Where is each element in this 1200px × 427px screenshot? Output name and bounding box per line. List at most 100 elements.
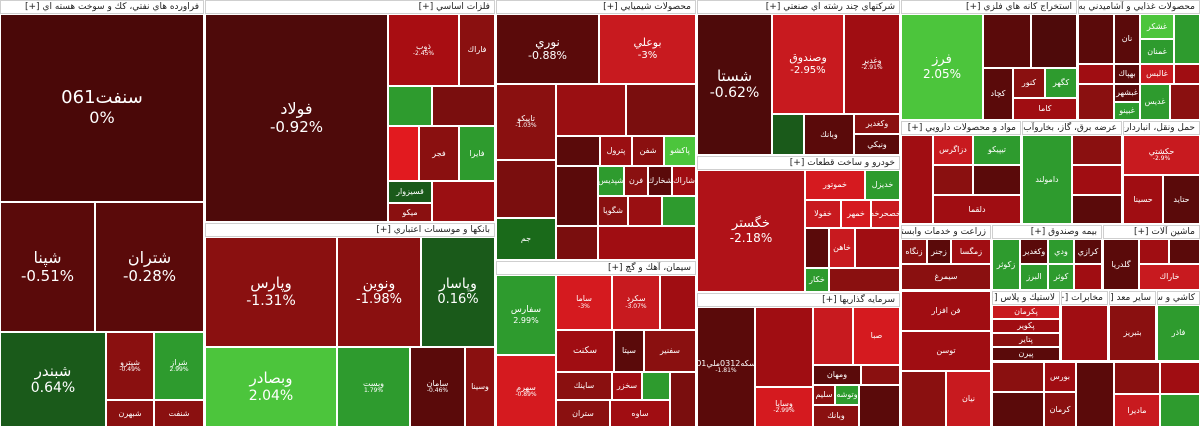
- stock-tile[interactable]: جم: [496, 218, 556, 260]
- sector-header-agri[interactable]: زراعت و خدمات وابسته [+]: [901, 225, 991, 239]
- stock-tile[interactable]: [973, 165, 1021, 195]
- stock-tile[interactable]: [388, 126, 419, 181]
- stock-tile[interactable]: [1072, 135, 1122, 165]
- stock-tile[interactable]: [772, 114, 804, 155]
- stock-tile[interactable]: خديزل: [865, 170, 900, 200]
- stock-tile[interactable]: فرز 2.05%: [901, 14, 983, 120]
- stock-tile[interactable]: گلدريا: [1103, 239, 1139, 290]
- sector-header-other[interactable]: ساير معد [+]: [1109, 291, 1156, 305]
- stock-tile[interactable]: شپنا -0.51%: [0, 202, 95, 332]
- stock-tile[interactable]: سفنير: [644, 330, 696, 372]
- stock-tile[interactable]: نيان: [946, 371, 991, 427]
- stock-tile[interactable]: سكه0312ملي01 -1.81%: [697, 307, 755, 427]
- sector-header-food[interactable]: محصولات غذايي و آشاميدني به جز قند [+]: [1078, 0, 1200, 14]
- stock-tile[interactable]: خاراك: [1139, 264, 1200, 290]
- stock-tile[interactable]: وساپا -2.99%: [755, 387, 813, 427]
- stock-tile[interactable]: [556, 226, 598, 260]
- stock-tile[interactable]: كرمان: [1044, 392, 1076, 427]
- sector-header-machinery[interactable]: ماشين آلات [+]: [1103, 225, 1200, 239]
- stock-tile[interactable]: [1160, 362, 1200, 394]
- stock-tile[interactable]: فرن: [624, 166, 648, 196]
- sector-header-rubber[interactable]: لاستيك و پلاس [+]: [992, 291, 1060, 305]
- stock-tile[interactable]: غشكر: [1140, 14, 1174, 39]
- stock-tile[interactable]: كگهر: [1045, 68, 1077, 98]
- stock-tile[interactable]: ساينك: [556, 372, 612, 400]
- stock-tile[interactable]: پيرن: [992, 347, 1060, 361]
- stock-tile[interactable]: سيمرغ: [901, 264, 991, 290]
- stock-tile[interactable]: پتاير: [992, 333, 1060, 347]
- stock-tile[interactable]: شفن: [632, 136, 664, 166]
- sector-header-utility[interactable]: عرضه برق، گاز، بخاروآب گرم [+]: [1022, 121, 1122, 135]
- stock-tile[interactable]: وتوشه: [835, 385, 859, 405]
- stock-tile[interactable]: [642, 372, 670, 400]
- stock-tile[interactable]: فن افزار: [901, 291, 991, 331]
- stock-tile[interactable]: ستران: [556, 400, 610, 427]
- stock-tile[interactable]: غديس: [1140, 84, 1170, 120]
- stock-tile[interactable]: [805, 228, 829, 268]
- stock-tile[interactable]: وپارس -1.31%: [205, 237, 337, 347]
- stock-tile[interactable]: بوعلي -3%: [599, 14, 696, 84]
- stock-tile[interactable]: ذوب -2.45%: [388, 14, 459, 86]
- sector-header-auto[interactable]: خودرو و ساخت قطعات [+]: [697, 156, 900, 170]
- stock-tile[interactable]: [1174, 64, 1200, 84]
- sector-header-oil[interactable]: فراورده هاي نفتي، كك و سوخت هسته اي [+]: [0, 0, 204, 14]
- sector-header-metals[interactable]: فلزات اساسي [+]: [205, 0, 495, 14]
- stock-tile[interactable]: سليم: [813, 385, 835, 405]
- stock-tile[interactable]: [1174, 14, 1200, 64]
- stock-tile[interactable]: سامان -0.46%: [410, 347, 465, 427]
- stock-tile[interactable]: خفولا: [805, 200, 841, 228]
- stock-tile[interactable]: البرز: [1020, 264, 1048, 290]
- stock-tile[interactable]: زنگاه: [901, 239, 927, 264]
- stock-tile[interactable]: حكشتي -2.9%: [1123, 135, 1200, 175]
- stock-tile[interactable]: شپديس: [598, 166, 624, 196]
- stock-tile[interactable]: فجر: [419, 126, 459, 181]
- stock-tile[interactable]: بتبريز: [1109, 305, 1156, 361]
- stock-tile[interactable]: سكرد -3.07%: [612, 275, 660, 330]
- sector-header-mining[interactable]: استخراج كانه هاي فلزي [+]: [901, 0, 1077, 14]
- stock-tile[interactable]: [1031, 14, 1077, 68]
- stock-tile[interactable]: [1072, 195, 1122, 224]
- stock-tile[interactable]: سهرم -0.89%: [496, 355, 556, 427]
- stock-tile[interactable]: وكغدير: [1020, 239, 1048, 264]
- stock-tile[interactable]: [855, 228, 900, 268]
- stock-tile[interactable]: [1170, 84, 1200, 120]
- stock-tile[interactable]: [901, 371, 946, 427]
- stock-tile[interactable]: [496, 160, 556, 218]
- stock-tile[interactable]: شخارك: [648, 166, 672, 196]
- stock-tile[interactable]: [388, 86, 432, 126]
- sector-header-banks[interactable]: بانكها و موسسات اعتباري [+]: [205, 223, 495, 237]
- sector-header-multi[interactable]: شركتهاي چند رشته اي صنعتي [+]: [697, 0, 900, 14]
- stock-tile[interactable]: [1076, 362, 1114, 427]
- stock-tile[interactable]: وبست 1.79%: [337, 347, 410, 427]
- stock-tile[interactable]: زكوثر: [992, 239, 1020, 290]
- stock-tile[interactable]: وغدير -2.91%: [844, 14, 900, 114]
- stock-tile[interactable]: [628, 196, 662, 226]
- stock-tile[interactable]: [598, 226, 696, 260]
- stock-tile[interactable]: شگويا: [598, 196, 628, 226]
- stock-tile[interactable]: شتران -0.28%: [95, 202, 204, 332]
- stock-tile[interactable]: خاهن: [829, 228, 855, 268]
- stock-tile[interactable]: كچاد: [983, 68, 1013, 120]
- stock-tile[interactable]: تيپيكو: [973, 135, 1021, 165]
- stock-tile[interactable]: [829, 268, 900, 292]
- stock-tile[interactable]: زجنر: [927, 239, 951, 264]
- stock-tile[interactable]: سكنت: [556, 330, 614, 372]
- stock-tile[interactable]: غمنان: [1140, 39, 1174, 64]
- stock-tile[interactable]: [1078, 84, 1114, 120]
- stock-tile[interactable]: خصحرخه: [871, 200, 900, 228]
- stock-tile[interactable]: پكرمان: [992, 305, 1060, 319]
- stock-tile[interactable]: شبندر 0.64%: [0, 332, 106, 427]
- stock-tile[interactable]: [432, 181, 495, 222]
- stock-tile[interactable]: پكوير: [992, 319, 1060, 333]
- stock-tile[interactable]: غبشهر: [1114, 84, 1140, 102]
- stock-tile[interactable]: بهپاك: [1114, 64, 1140, 84]
- sector-header-telecom[interactable]: مخابرات [+]: [1061, 291, 1108, 305]
- stock-tile[interactable]: بورس: [1044, 362, 1076, 392]
- stock-tile[interactable]: وبانك: [813, 405, 859, 427]
- stock-tile[interactable]: وسينا: [465, 347, 495, 427]
- sector-header-stone[interactable]: كاشي و سرا [+]: [1157, 291, 1200, 305]
- stock-tile[interactable]: فاذر: [1157, 305, 1200, 361]
- stock-tile[interactable]: غالبس: [1140, 64, 1174, 84]
- stock-tile[interactable]: وكغدير: [854, 114, 900, 134]
- stock-tile[interactable]: حتايد: [1163, 175, 1200, 224]
